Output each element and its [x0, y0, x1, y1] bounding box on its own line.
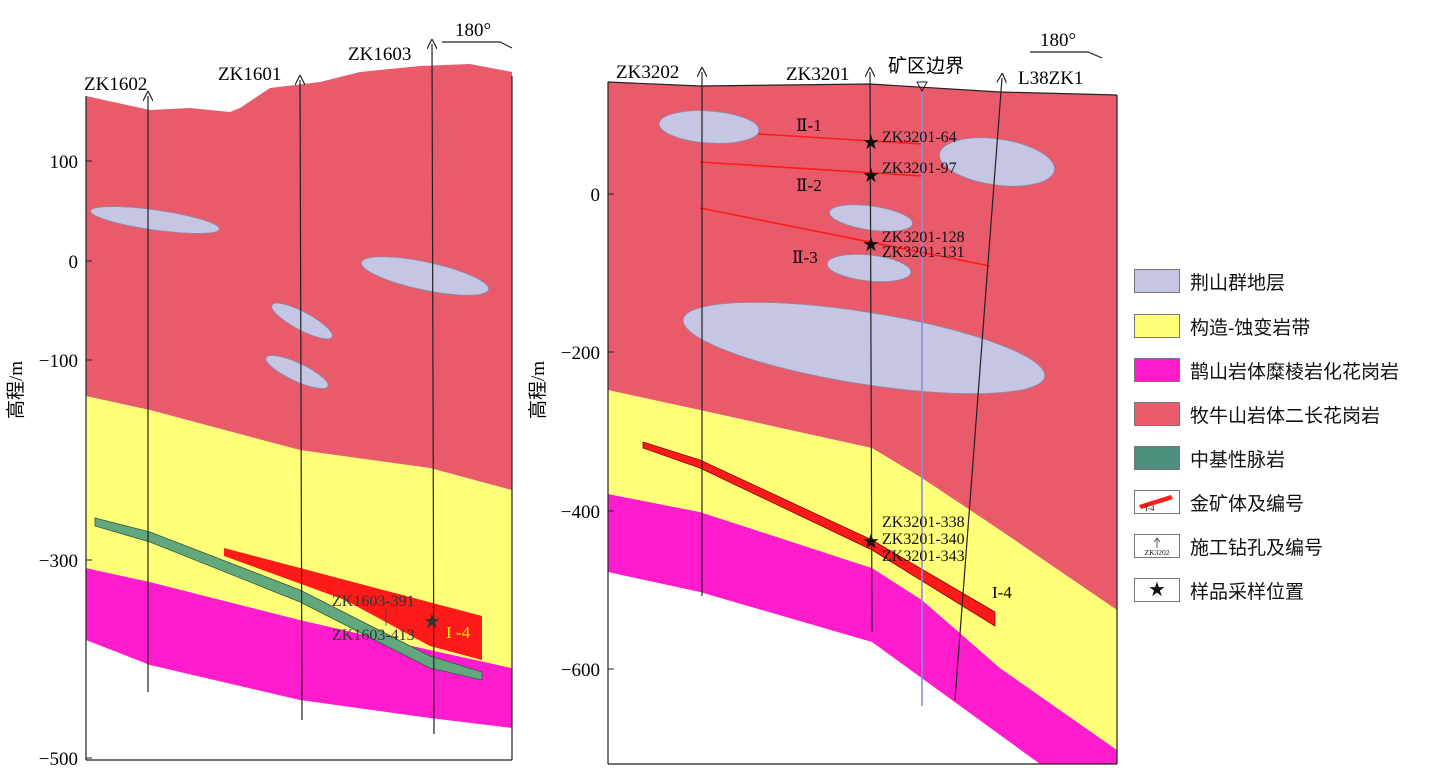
legend-swatch-dike: [1134, 446, 1180, 470]
sample-star-icon: ★: [862, 165, 880, 187]
section-b-jingshan-lens: [682, 301, 1046, 395]
section-b-tick-label: −600: [561, 660, 600, 681]
legend-label: 施工钻孔及编号: [1190, 537, 1324, 559]
sample-star-icon: ★: [423, 611, 441, 633]
section-b-orebody-ii2: [699, 161, 923, 177]
section-b-tick-label: −400: [561, 502, 600, 523]
legend-label: 构造-蚀变岩带: [1190, 317, 1311, 339]
legend-label: 样品采样位置: [1190, 581, 1305, 603]
legend-item-alteration: 构造-蚀变岩带: [1134, 311, 1310, 341]
legend-item-sample: ★ 样品采样位置: [1134, 575, 1304, 605]
section-b-drillholes: ZK3202 ZK3201 L38ZK1: [616, 62, 1083, 701]
section-a-jingshan-lens: [90, 206, 220, 234]
orebody-label: I-4: [992, 583, 1012, 602]
section-b-y-axis-label: 高程/m: [527, 361, 549, 419]
legend-label: 中基性脉岩: [1190, 449, 1286, 471]
sample-star-icon: ★: [862, 234, 880, 256]
section-a-muniushan-granite: [86, 64, 512, 490]
section-b-samples: ★ ★ ★ ★ ZK3201-64 ZK3201-97 ZK3201-128 Z…: [862, 129, 965, 565]
mining-boundary-label: 矿区边界: [888, 55, 964, 77]
section-b-tick-label: −200: [561, 343, 600, 364]
direction-label: 180°: [455, 20, 491, 41]
orebody-label: Ⅱ-1: [796, 116, 822, 135]
legend-item-muniushan: 牧牛山岩体二长花岗岩: [1134, 399, 1380, 429]
orebody-label: I -4: [446, 623, 471, 642]
sample-label: ZK3201-340: [882, 531, 965, 548]
sample-label: ZK3201-64: [882, 129, 957, 146]
sample-label: ZK3201-128: [882, 229, 965, 246]
drillhole-zk1603: [432, 44, 434, 735]
section-b-jingshan-lens: [658, 110, 760, 144]
direction-label: 180°: [1040, 30, 1076, 51]
section-a-drillholes: ZK1602 ZK1601 ZK1603: [84, 44, 434, 735]
legend-label: 牧牛山岩体二长花岗岩: [1190, 405, 1381, 427]
legend-swatch-text: ZK3202: [1145, 548, 1170, 557]
section-b-y-axis: 0 −200 −400 −600 高程/m: [527, 185, 614, 681]
sample-label: ZK3201-343: [882, 548, 965, 565]
legend-label: 金矿体及编号: [1190, 493, 1305, 515]
sample-star-icon: ★: [862, 132, 880, 154]
sample-label: ZK3201-97: [882, 160, 957, 177]
section-b-orebody-ii3: [699, 207, 991, 267]
section-a-tick-label: −100: [39, 351, 78, 372]
sample-label: ZK1603-413: [332, 627, 415, 644]
sample-label: ZK1603-391: [332, 593, 415, 610]
section-a-tick-label: 0: [69, 252, 79, 273]
section-a-tick-label: −300: [39, 551, 78, 572]
drillhole-label: ZK3201: [786, 64, 849, 85]
section-a-tick-label: −500: [39, 749, 78, 770]
legend-swatch-drillhole: ZK3202: [1134, 534, 1180, 558]
sample-label: ZK3201-131: [882, 244, 965, 261]
drillhole-label: ZK1603: [348, 44, 411, 65]
legend-swatch-jingshan: [1134, 269, 1180, 293]
section-b: 矿区边界 0 −200 −400 −600 高程/m ZK3202 ZK3201…: [527, 30, 1118, 765]
section-a-jingshan-lens: [360, 256, 490, 296]
drillhole-label: ZK1602: [84, 74, 147, 95]
legend-item-queshan: 鹊山岩体糜棱岩化花岗岩: [1134, 355, 1399, 385]
section-b-tick-label: 0: [591, 185, 601, 206]
legend-item-dike: 中基性脉岩: [1134, 443, 1285, 473]
section-b-orebody-i4: [642, 441, 996, 627]
drillhole-swatch-icon: ZK3202: [1145, 537, 1170, 557]
orebody-label: Ⅱ-3: [792, 248, 818, 267]
section-a-samples: ZK1603-391 ZK1603-413 ★ I -4: [332, 593, 471, 644]
drillhole-label: L38ZK1: [1018, 68, 1083, 89]
section-b-direction-indicator: 180°: [1030, 30, 1103, 59]
orebody-swatch-icon: I-4: [1139, 495, 1173, 513]
drillhole-zk1601: [300, 80, 302, 721]
legend-item-orebody: I-4 金矿体及编号: [1134, 487, 1304, 517]
legend-label: 鹊山岩体糜棱岩化花岗岩: [1190, 361, 1400, 383]
section-a-tick-label: 100: [50, 152, 79, 173]
section-a-y-axis: 100 0 −100 −300 −500 高程/m: [5, 152, 92, 770]
orebody-label: Ⅱ-2: [796, 176, 822, 195]
legend-item-jingshan: 荆山群地层: [1134, 266, 1285, 296]
legend-swatch-text: I-4: [1145, 504, 1154, 513]
star-icon: ★: [1148, 579, 1166, 601]
section-a: 100 0 −100 −300 −500 高程/m ZK1602 ZK1601 …: [5, 20, 513, 770]
legend-swatch-alteration: [1134, 314, 1180, 338]
legend-label: 荆山群地层: [1190, 272, 1286, 294]
section-a-queshan-granite: [86, 568, 512, 728]
section-a-intermediate-dike: [94, 517, 483, 681]
legend-item-drillhole: ZK3202 施工钻孔及编号: [1134, 531, 1323, 561]
drillhole-zk3201: [870, 72, 872, 633]
drillhole-l38zk1: [954, 78, 1002, 701]
legend-swatch-orebody: I-4: [1134, 490, 1180, 514]
drillhole-label: ZK1601: [218, 64, 281, 85]
section-b-queshan-granite: [608, 494, 1117, 764]
section-b-orebody-ii1: [757, 133, 923, 145]
section-a-direction-indicator: 180°: [442, 20, 513, 49]
legend-swatch-queshan: [1134, 358, 1180, 382]
sample-star-icon: ★: [862, 531, 880, 553]
sample-label: ZK3201-338: [882, 514, 965, 531]
drillhole-label: ZK3202: [616, 62, 679, 83]
legend-swatch-sample: ★: [1134, 578, 1180, 602]
section-a-y-axis-label: 高程/m: [5, 361, 27, 419]
legend-swatch-muniushan: [1134, 402, 1180, 426]
section-a-orebody-i4: [224, 548, 482, 660]
section-a-jingshan-lens: [271, 302, 333, 340]
